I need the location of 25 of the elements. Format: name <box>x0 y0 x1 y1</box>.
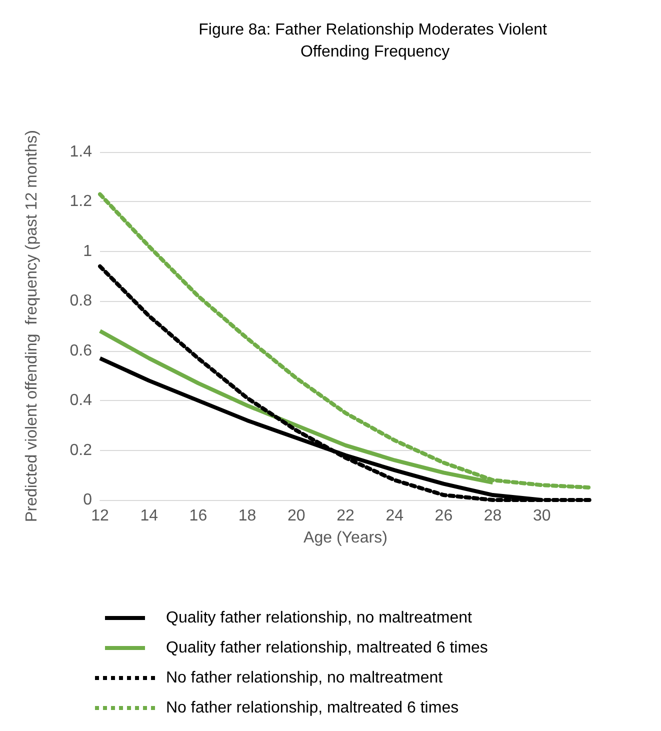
y-tick-label: 0 <box>83 492 92 508</box>
x-tick-label: 26 <box>434 508 453 524</box>
legend-label: Quality father relationship, no maltreatment <box>166 610 472 626</box>
y-tick-label: 1.4 <box>70 144 92 160</box>
x-tick-label: 12 <box>91 508 109 524</box>
x-tick-label: 22 <box>336 508 354 524</box>
x-tick-label: 30 <box>533 508 551 524</box>
x-tick-label: 24 <box>386 508 404 524</box>
x-tick-label: 16 <box>189 508 208 524</box>
x-tick-label: 20 <box>288 508 306 524</box>
y-tick-label: 0.6 <box>70 342 92 360</box>
legend-label: Quality father relationship, maltreated 6 times <box>166 640 488 656</box>
y-axis-title: Predicted violent offending frequency (past 12 months) <box>24 130 40 522</box>
x-tick-label: 14 <box>140 508 158 524</box>
x-tick-label: 28 <box>484 508 502 524</box>
y-tick-label: 1 <box>83 242 92 260</box>
x-axis-title: Age (Years) <box>304 530 388 546</box>
y-tick-label: 1.2 <box>70 193 92 210</box>
chart-title: Figure 8a: Father Relationship Moderates Violent Offending Frequency <box>198 22 552 60</box>
legend-label: No father relationship, maltreated 6 times <box>166 700 459 716</box>
x-tick-label: 18 <box>238 508 256 524</box>
y-tick-label: 0.4 <box>70 392 92 410</box>
y-tick-label: 0.2 <box>70 442 92 459</box>
y-tick-label: 0.8 <box>70 292 92 310</box>
legend-label: No father relationship, no maltreatment <box>166 670 444 686</box>
